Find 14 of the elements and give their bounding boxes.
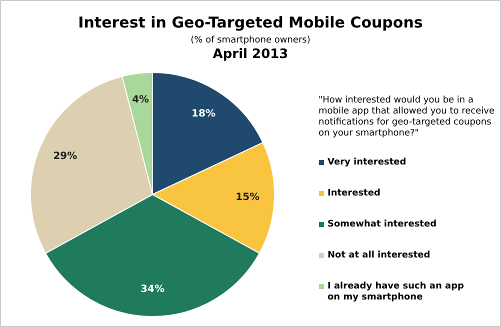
legend-title: "How interested would you be in a mobile app that allowed you to receive notifications for geo-targeted coupons on your smartphone?" <box>318 96 495 138</box>
legend-label: Somewhat interested <box>328 220 437 230</box>
text: April 2013 <box>212 47 288 62</box>
chart-subtitle: (% of smartphone owners) <box>190 36 310 46</box>
data-label: 4% <box>132 94 150 106</box>
data-label: 34% <box>140 284 164 296</box>
chart-title: Interest in Geo-Targeted Mobile Coupons <box>78 14 423 32</box>
legend-label: I already have such an app on my smartphone <box>328 282 465 302</box>
data-label: 15% <box>236 192 260 203</box>
legend-label: Interested <box>328 188 380 198</box>
data-label: 18% <box>192 108 216 120</box>
legend-label: Not at all interested <box>328 250 430 260</box>
legend-label: Very interested <box>328 158 406 168</box>
data-label: 29% <box>53 151 78 162</box>
